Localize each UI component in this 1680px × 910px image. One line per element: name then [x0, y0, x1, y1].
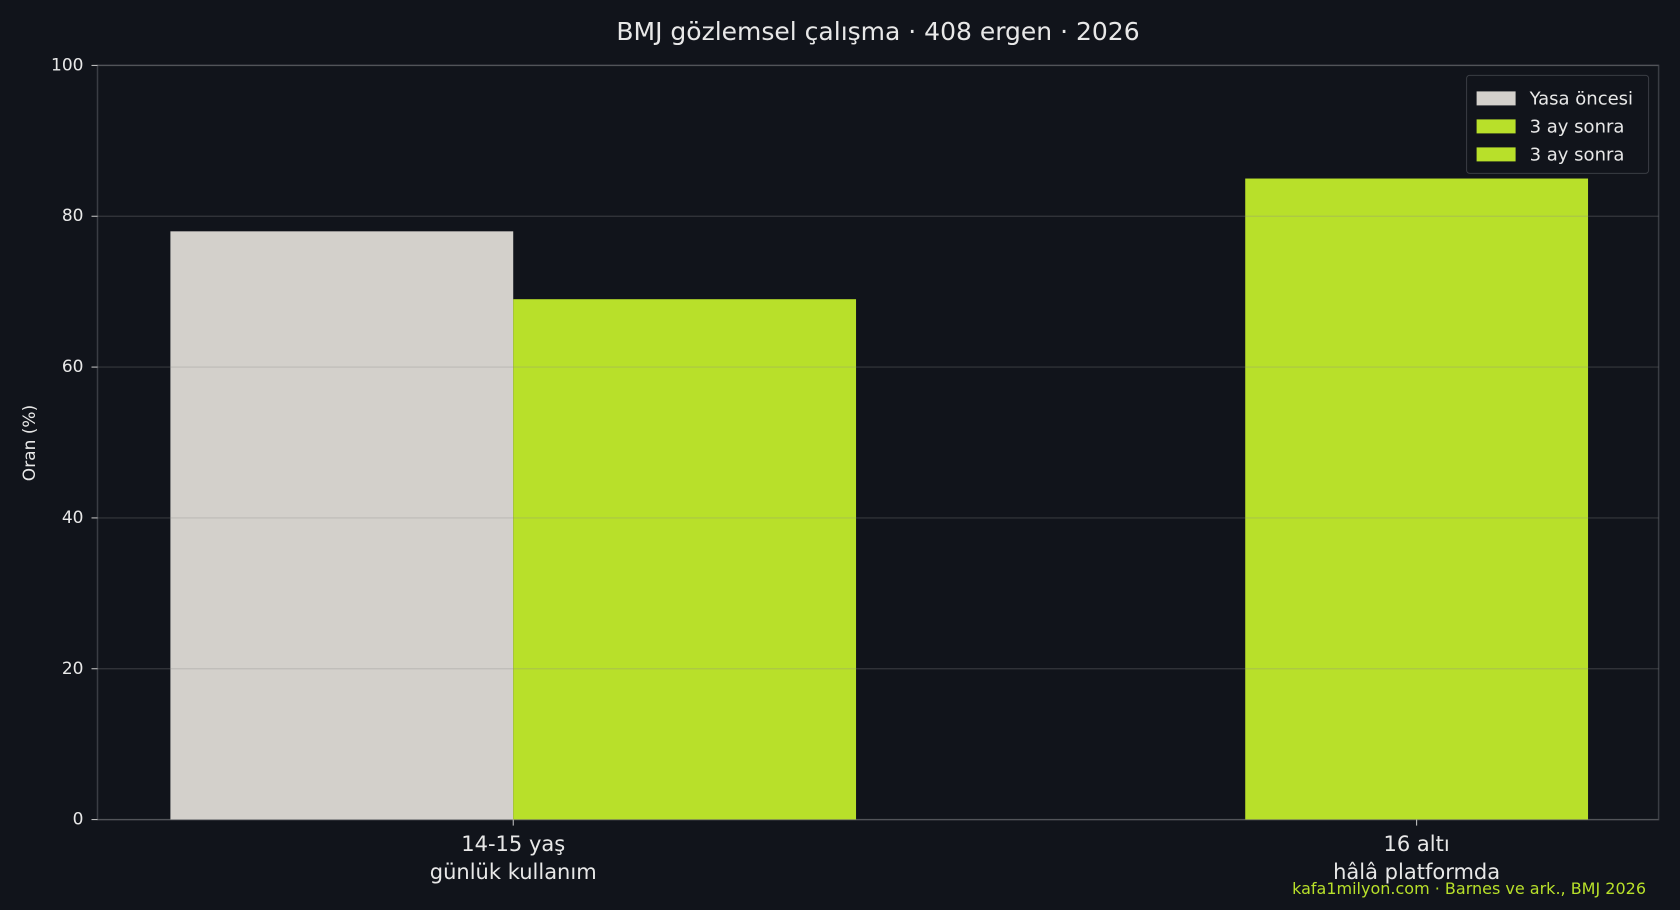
chart-title: BMJ gözlemsel çalışma · 408 ergen · 2026 [616, 17, 1139, 46]
legend-label: 3 ay sonra [1530, 116, 1625, 137]
y-tick-label: 0 [73, 810, 84, 830]
bar [1245, 178, 1589, 820]
legend-swatch [1476, 119, 1516, 134]
y-tick-label: 40 [62, 508, 84, 528]
y-axis-label: Oran (%) [20, 405, 40, 481]
bar [513, 299, 857, 820]
y-tick-label: 20 [62, 659, 84, 679]
bar [170, 231, 514, 820]
footer: kafa1milyon.com · Barnes ve ark., BMJ 20… [1292, 879, 1646, 898]
y-tick-label: 100 [51, 55, 83, 75]
legend-swatch [1476, 91, 1516, 106]
legend: Yasa öncesi 3 ay sonra 3 ay sonra [1466, 74, 1650, 174]
legend-swatch [1476, 147, 1516, 162]
x-tick-label: 14-15 yaş günlük kullanım [429, 831, 597, 884]
x-tick-label: 16 altı hâlâ platformda [1333, 831, 1501, 884]
legend-label: 3 ay sonra [1530, 144, 1625, 165]
legend-label: Yasa öncesi [1529, 88, 1633, 109]
y-tick-label: 60 [62, 357, 84, 377]
y-tick-label: 80 [62, 206, 84, 226]
